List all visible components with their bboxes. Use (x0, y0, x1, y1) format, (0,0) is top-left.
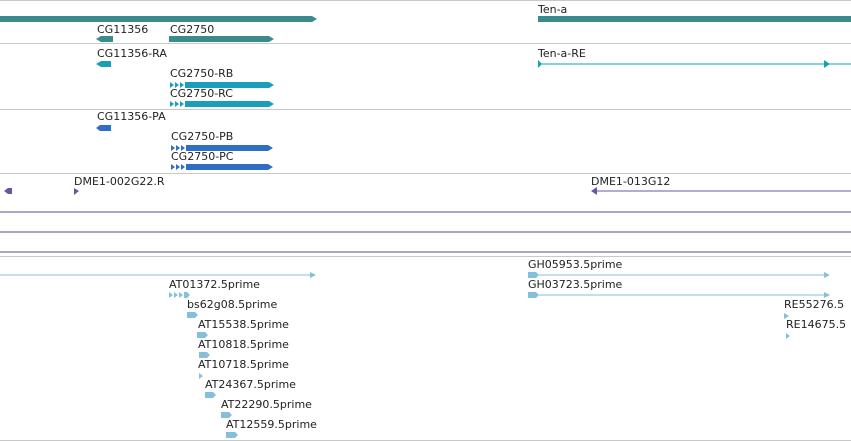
est-label[interactable]: AT15538.5prime (198, 318, 289, 331)
gene-ten-a-bar[interactable] (538, 16, 851, 22)
transcript-label-ten-a-re[interactable]: Ten-a-RE (538, 47, 586, 60)
est-label[interactable]: AT10818.5prime (198, 338, 289, 351)
track-divider (0, 0, 851, 1)
transcript-cg2750-rb-glyph[interactable] (170, 82, 274, 88)
track-divider (0, 43, 851, 44)
est-left-span-glyph[interactable] (0, 272, 316, 278)
protein-cg11356-pa-glyph[interactable] (96, 125, 111, 131)
track-divider (0, 256, 851, 257)
est-label[interactable]: AT24367.5prime (205, 378, 296, 391)
est-gh05953-glyph[interactable] (528, 272, 830, 278)
est-label[interactable]: AT01372.5prime (169, 278, 260, 291)
est-at10718-glyph[interactable] (199, 373, 203, 379)
clone-label-dme1-002g22[interactable]: DME1-002G22.R (74, 175, 165, 188)
clone-left-glyph[interactable] (4, 188, 12, 194)
est-at10818-glyph[interactable] (199, 352, 210, 358)
gene-cg11356-bar[interactable] (96, 36, 113, 42)
est-label[interactable]: RE55276.5 (784, 298, 845, 311)
clone-dme1-013g12-glyph[interactable] (591, 187, 851, 195)
est-at01372-glyph[interactable] (169, 292, 190, 298)
protein-label-cg2750-pb[interactable]: CG2750-PB (171, 130, 234, 143)
gene-label-ten-a[interactable]: Ten-a (538, 3, 568, 16)
gene-label-cg2750[interactable]: CG2750 (170, 23, 215, 36)
gene-cg2750-bar[interactable] (169, 36, 274, 42)
gene-label-cg11356[interactable]: CG11356 (97, 23, 149, 36)
protein-label-cg2750-pc[interactable]: CG2750-PC (171, 150, 234, 163)
protein-cg2750-pc-glyph[interactable] (171, 164, 273, 170)
transcript-cg2750-rc-glyph[interactable] (170, 101, 274, 107)
track-divider (0, 173, 851, 174)
est-label[interactable]: RE14675.5 (786, 318, 847, 331)
est-re14675-glyph[interactable] (786, 333, 790, 339)
est-label[interactable]: GH05953.5prime (528, 258, 623, 271)
transcript-label-cg11356-ra[interactable]: CG11356-RA (97, 47, 167, 60)
gene-left-bar[interactable] (0, 16, 317, 22)
est-at22290-glyph[interactable] (221, 412, 232, 418)
est-at24367-glyph[interactable] (205, 392, 216, 398)
clone-label-dme1-013g12[interactable]: DME1-013G12 (591, 175, 671, 188)
est-label[interactable]: AT22290.5prime (221, 398, 312, 411)
track-divider (0, 109, 851, 110)
transcript-ten-a-re-glyph[interactable] (538, 60, 851, 68)
est-label[interactable]: GH03723.5prime (528, 278, 623, 291)
est-at15538-glyph[interactable] (197, 332, 208, 338)
transcript-label-cg2750-rb[interactable]: CG2750-RB (170, 67, 234, 80)
est-label[interactable]: AT10718.5prime (198, 358, 289, 371)
clone-dme1-002g22-glyph[interactable] (74, 188, 79, 195)
protein-cg2750-pb-glyph[interactable] (171, 145, 273, 151)
est-re55276-glyph[interactable] (784, 313, 789, 319)
protein-label-cg11356-pa[interactable]: CG11356-PA (97, 110, 166, 123)
transcript-cg11356-ra-glyph[interactable] (96, 61, 111, 67)
est-label[interactable]: bs62g08.5prime (187, 298, 278, 311)
est-at12559-glyph[interactable] (226, 432, 238, 438)
est-label[interactable]: AT12559.5prime (226, 418, 317, 431)
est-gh03723-glyph[interactable] (528, 292, 830, 298)
est-bs62g08-glyph[interactable] (187, 312, 198, 318)
transcript-label-cg2750-rc[interactable]: CG2750-RC (170, 87, 233, 100)
